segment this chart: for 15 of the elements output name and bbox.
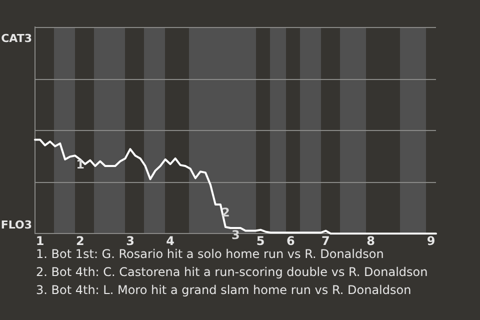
text: CAT3	[1, 32, 32, 45]
x-tick-label: 3	[126, 234, 134, 248]
x-tick-label: 7	[322, 234, 330, 248]
text: 1. Bot 1st: G. Rosario hit a solo home run vs R. Donaldson	[36, 246, 385, 263]
x-tick-label: 8	[366, 234, 376, 248]
x-tick-label: 2	[76, 234, 84, 248]
text: 3. Bot 4th: L. Moro hit a grand slam home run vs R. Donaldson	[36, 282, 412, 299]
x-tick-label: 6	[286, 234, 295, 248]
x-tick-label: 9	[426, 234, 436, 248]
x-tick-label: 4	[166, 234, 175, 248]
text: 2. Bot 4th: C. Castorena hit a run-scoring double vs R. Donaldson	[36, 264, 428, 281]
annotation: 1	[76, 158, 84, 172]
x-tick-label: 1	[36, 234, 44, 248]
text: FLO3	[0, 218, 32, 232]
x-tick-label: 5	[256, 234, 265, 248]
